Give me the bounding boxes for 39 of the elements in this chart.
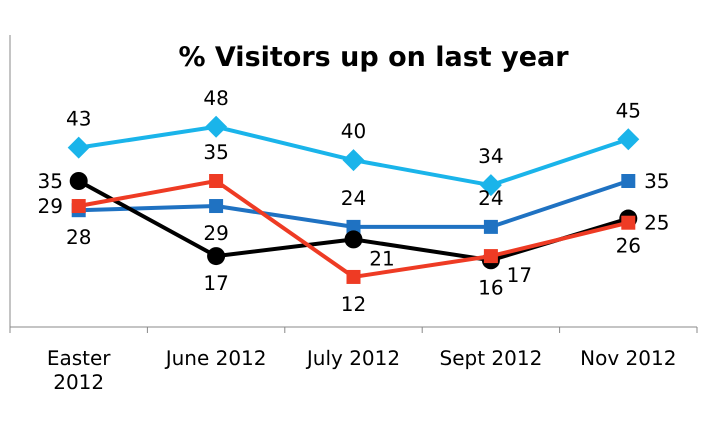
data-label: 21 [369,246,395,270]
data-label: 17 [203,271,229,296]
point [70,172,88,190]
data-label: 40 [340,119,366,144]
x-tick-label: Easter 2012 [46,346,112,394]
point [346,270,360,284]
data-label: 28 [66,225,92,250]
data-label: 43 [66,106,92,131]
data-label: 12 [340,292,366,316]
point [207,247,226,266]
point [209,174,224,188]
data-label: 25 [644,210,670,235]
data-label: 24 [340,186,366,210]
data-label: 16 [478,275,504,300]
data-label: 29 [203,221,229,246]
data-label: 45 [616,98,642,122]
chart-title: % Visitors up on last year [178,42,570,73]
data-label: 34 [478,144,504,168]
x-tick-label: Nov 2012 [580,346,676,370]
data-label: 35 [37,169,63,193]
point [484,220,498,234]
point [205,116,228,138]
point [621,174,636,188]
data-label: 35 [203,140,229,164]
point [209,199,224,214]
data-label: 35 [644,169,670,193]
x-tick-label: Sept 2012 [440,346,542,370]
data-label: 26 [616,234,642,258]
point [617,128,640,150]
data-label: 17 [506,263,532,288]
point [72,199,86,214]
point [344,230,362,248]
point [68,136,90,159]
data-label: 48 [203,86,229,110]
point [342,149,364,172]
x-tick-label: July 2012 [304,346,400,370]
data-label: 24 [478,186,504,210]
data-label: 29 [37,194,63,218]
x-tick-label: June 2012 [164,346,267,370]
